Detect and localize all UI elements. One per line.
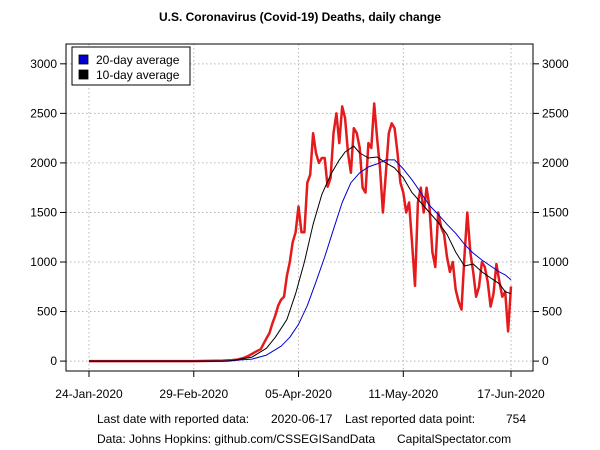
- legend-swatch-20-day: [78, 54, 89, 65]
- x-tick-label-2: 05-Apr-2020: [265, 387, 332, 401]
- legend: 20-day average 10-day average: [71, 46, 191, 86]
- x-tick-label-4: 17-Jun-2020: [477, 387, 545, 401]
- x-tick-label-3: 11-May-2020: [368, 387, 438, 401]
- series-line-10-day-average: [89, 145, 512, 362]
- last-date-value: 2020-06-17: [271, 412, 333, 426]
- y-tick-label-right-0: 0: [542, 354, 549, 368]
- y-tick-label-right-5: 2500: [542, 106, 569, 120]
- last-point-value: 754: [506, 412, 527, 426]
- y-tick-label-left-3: 1500: [30, 205, 57, 219]
- y-tick-label-right-4: 2000: [542, 156, 569, 170]
- axes: 0 0 500 500 1000 1000 1500 1500 2000 2000 2500 2500…: [30, 57, 569, 401]
- y-tick-label-right-1: 500: [542, 305, 562, 319]
- series-lines: [89, 102, 513, 363]
- y-tick-label-right-3: 1500: [542, 205, 569, 219]
- chart-title: U.S. Coronavirus (Covid-19) Deaths, dail…: [159, 10, 441, 24]
- x-tick-label-0: 24-Jan-2020: [55, 387, 123, 401]
- x-tick-label-1: 29-Feb-2020: [159, 387, 228, 401]
- last-date-label: Last date with reported data:: [97, 412, 250, 426]
- y-tick-label-right-2: 1000: [542, 255, 569, 269]
- plot-frame: [65, 43, 534, 372]
- y-tick-label-left-0: 0: [50, 354, 57, 368]
- y-tick-label-left-6: 3000: [30, 57, 57, 71]
- legend-swatch-10-day: [78, 69, 89, 80]
- series-line-daily-change: [89, 102, 513, 363]
- y-tick-label-left-5: 2500: [30, 106, 57, 120]
- y-tick-label-left-2: 1000: [30, 255, 57, 269]
- last-point-label: Last reported data point:: [345, 412, 476, 426]
- series-line-20-day-average: [89, 159, 512, 362]
- legend-box: [71, 46, 191, 86]
- brand-name: CapitalSpectator.com: [397, 432, 512, 446]
- y-tick-label-right-6: 3000: [542, 57, 569, 71]
- legend-label-20-day: 20-day average: [96, 53, 180, 67]
- legend-label-10-day: 10-day average: [96, 68, 180, 82]
- data-source: Data: Johns Hopkins: github.com/CSSEGISa…: [97, 432, 376, 446]
- y-tick-label-left-4: 2000: [30, 156, 57, 170]
- y-tick-label-left-1: 500: [37, 305, 57, 319]
